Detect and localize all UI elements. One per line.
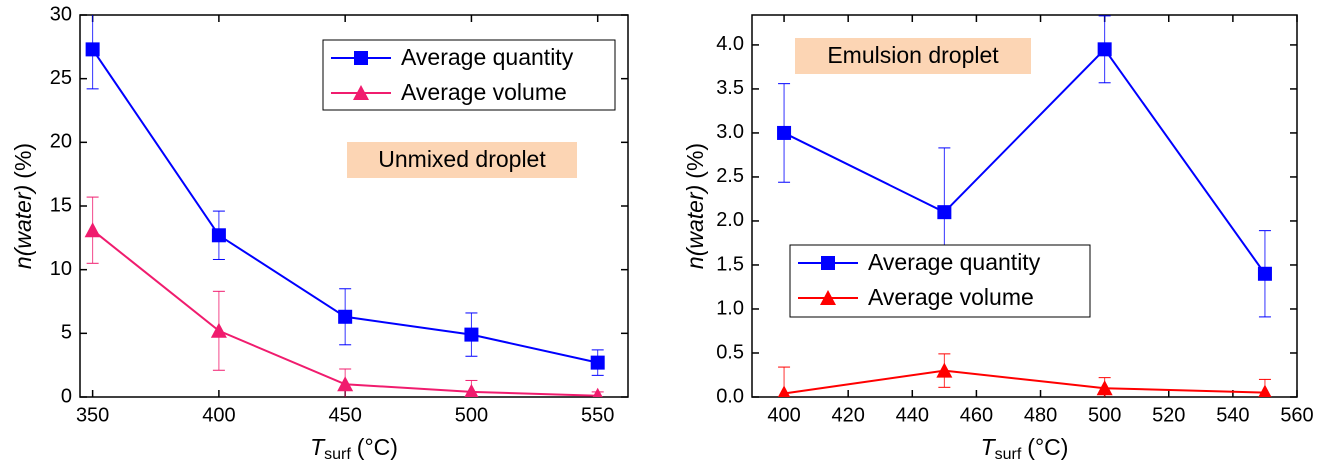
series: [84, 196, 604, 397]
x-tick-label: 540: [1216, 404, 1249, 426]
marker: [337, 376, 354, 392]
marker: [211, 228, 226, 243]
y-label-main: n(water): [682, 185, 708, 269]
x-axis-label: Tsurf (°C): [981, 434, 1069, 463]
y-label-unit: (%): [682, 143, 708, 179]
y-tick-label: 1.5: [716, 253, 744, 275]
marker: [936, 362, 953, 378]
y-tick-label: 30: [50, 3, 72, 25]
marker: [777, 385, 791, 397]
legend-marker: [820, 290, 836, 305]
y-label-main: n(water): [10, 185, 36, 269]
legend-box: [789, 244, 1091, 318]
x-tick-label: 400: [202, 404, 235, 426]
y-tick-label: 3.5: [716, 77, 744, 99]
y-tick-label: 15: [50, 194, 72, 216]
y-tick-label: 2.0: [716, 209, 744, 231]
annotation: Unmixed droplet: [378, 146, 546, 172]
x-tick-label: 500: [1088, 404, 1121, 426]
plot-frame: [751, 14, 1298, 398]
y-tick-label: 10: [50, 258, 72, 280]
series-line: [783, 47, 1266, 275]
y-label-unit: (%): [10, 143, 36, 179]
legend-box: [322, 39, 616, 111]
legend-label: Average quantity: [401, 44, 574, 70]
x-axis-label: Tsurf (°C): [310, 434, 398, 463]
series-line: [783, 369, 1265, 395]
legend-marker: [354, 51, 368, 65]
marker: [1257, 266, 1272, 281]
marker: [777, 125, 792, 140]
marker: [84, 222, 101, 238]
y-tick-label: 1.0: [716, 297, 744, 319]
x-label-symbol: T: [310, 434, 326, 460]
x-label-sub: surf: [324, 446, 351, 463]
x-tick-label: 560: [1280, 404, 1313, 426]
marker: [1096, 380, 1113, 396]
x-label-unit: (°C): [1027, 434, 1068, 460]
chart: 350 400 450 500 550 0 5 10 15 20 25 30 Tsurf (°C) n(wa…: [10, 3, 629, 463]
y-tick-label: 4.0: [716, 33, 744, 55]
x-tick-label: 440: [896, 404, 929, 426]
marker: [85, 42, 100, 57]
x-label-unit: (°C): [357, 434, 398, 460]
y-tick-label: 5: [61, 322, 72, 344]
legend-label: Average volume: [401, 79, 567, 105]
marker: [1258, 384, 1272, 397]
marker: [210, 322, 227, 338]
y-tick-label: 0.0: [716, 385, 744, 407]
marker: [1097, 42, 1112, 57]
x-label-sub: surf: [995, 446, 1022, 463]
x-tick-label: 550: [581, 404, 614, 426]
series: [85, 15, 605, 376]
chart: 400 420 440 460 480 500 520 540 560 0.0 0.5 1.0 1.5 2…: [682, 14, 1314, 463]
x-tick-label: 350: [76, 404, 109, 426]
marker: [590, 355, 605, 370]
y-tick-label: 0.5: [716, 341, 744, 363]
x-tick-label: 480: [1024, 404, 1057, 426]
y-tick-label: 3.0: [716, 121, 744, 143]
x-tick-label: 400: [767, 404, 800, 426]
x-tick-label: 500: [455, 404, 488, 426]
marker: [592, 387, 603, 397]
x-tick-label: 420: [831, 404, 864, 426]
y-tick-label: 25: [50, 67, 72, 89]
y-tick-label: 0: [61, 385, 72, 407]
legend-marker: [821, 256, 835, 270]
marker: [338, 309, 353, 324]
marker: [464, 327, 479, 342]
legend-marker: [353, 85, 369, 100]
y-tick-label: 2.5: [716, 165, 744, 187]
y-axis-label: n(water) (%): [682, 143, 708, 269]
y-tick-label: 20: [50, 131, 72, 153]
y-axis-label: n(water) (%): [10, 143, 36, 269]
series: [777, 353, 1272, 397]
annotation-box: [795, 38, 1031, 74]
annotation: Emulsion droplet: [827, 42, 999, 68]
x-tick-label: 450: [328, 404, 361, 426]
marker: [937, 205, 952, 220]
marker: [464, 383, 479, 397]
legend-label: Average quantity: [868, 249, 1041, 275]
annotation-box: [347, 142, 577, 178]
x-label-symbol: T: [981, 434, 997, 460]
legend-label: Average volume: [868, 284, 1034, 310]
x-tick-label: 460: [960, 404, 993, 426]
x-tick-label: 520: [1152, 404, 1185, 426]
